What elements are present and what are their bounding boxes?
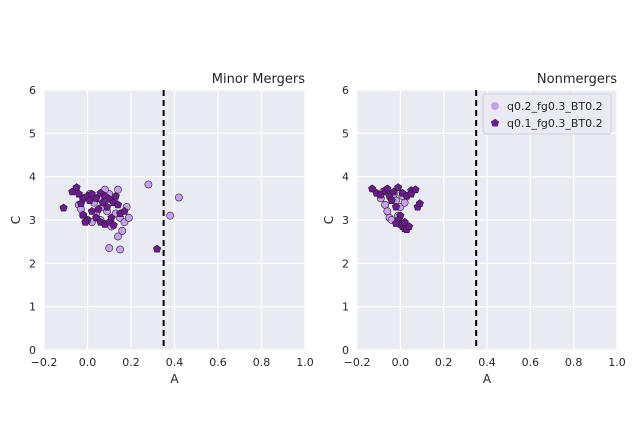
data-point xyxy=(144,180,153,189)
series-1 xyxy=(368,183,424,233)
legend-label: q0.1_fg0.3_BT0.2 xyxy=(507,117,603,130)
data-point xyxy=(111,191,120,200)
panel-nonmergers: −0.2 0.0 0.2 0.4 0.6 0.8 1.0 0 1 2 3 4 5 6 Nonmergers A… xyxy=(322,72,626,386)
x-tick-label: −0.2 xyxy=(31,356,58,369)
x-tick-label: 1.0 xyxy=(608,356,626,369)
data-point xyxy=(415,199,424,207)
x-tick-label: 0.0 xyxy=(392,356,410,369)
data-point xyxy=(391,202,401,211)
y-tick-label: 3 xyxy=(342,214,349,227)
panel-minor-mergers: −0.2 0.0 0.2 0.4 0.6 0.8 1.0 0 1 2 3 4 5 6 Minor Merge… xyxy=(9,72,314,386)
data-point xyxy=(114,185,122,194)
data-point xyxy=(107,213,116,222)
data-point xyxy=(391,219,401,227)
data-point xyxy=(400,217,409,226)
y-axis-label: C xyxy=(9,216,23,224)
data-point xyxy=(407,189,416,198)
x-tick-label: −0.2 xyxy=(344,356,371,369)
legend: q0.2_fg0.3_BT0.2 q0.1_fg0.3_BT0.2 xyxy=(482,93,612,135)
x-tick-label: 0.8 xyxy=(253,356,271,369)
data-point xyxy=(120,207,129,215)
y-axis-label: C xyxy=(322,216,336,224)
y-tick-label: 0 xyxy=(29,344,36,357)
y-tick-label: 4 xyxy=(29,171,36,184)
x-tick-label: 0.6 xyxy=(522,356,540,369)
data-point xyxy=(166,211,175,220)
data-point xyxy=(124,213,133,222)
x-tick-label: 0.0 xyxy=(79,356,97,369)
legend-box xyxy=(482,93,612,135)
data-point xyxy=(153,244,162,253)
data-point xyxy=(383,207,392,216)
data-point xyxy=(174,193,183,202)
data-point xyxy=(72,183,81,191)
data-point xyxy=(116,245,125,254)
x-axis-label: A xyxy=(483,372,492,386)
data-point xyxy=(98,198,107,207)
x-tick-label: 0.2 xyxy=(122,356,140,369)
y-tick-label: 5 xyxy=(29,127,36,140)
x-tick-label: 0.4 xyxy=(166,356,184,369)
y-tick-label: 1 xyxy=(342,301,349,314)
x-axis-label: A xyxy=(170,372,179,386)
legend-marker xyxy=(491,102,499,110)
y-tick-label: 2 xyxy=(29,257,36,270)
data-point xyxy=(74,189,83,198)
panel-title: Minor Mergers xyxy=(212,72,305,87)
data-point xyxy=(81,217,90,226)
x-tick-label: 0.2 xyxy=(435,356,453,369)
data-point xyxy=(387,196,396,204)
data-point xyxy=(105,244,114,253)
data-point xyxy=(113,200,123,209)
data-point xyxy=(411,185,420,194)
data-point xyxy=(383,184,392,193)
y-tick-label: 2 xyxy=(342,257,349,270)
y-tick-label: 3 xyxy=(29,214,36,227)
y-tick-label: 0 xyxy=(342,344,349,357)
x-tick-label: 0.8 xyxy=(565,356,583,369)
data-point xyxy=(76,199,86,207)
panel-title: Nonmergers xyxy=(537,72,617,87)
y-tick-label: 5 xyxy=(342,127,349,140)
data-point xyxy=(92,213,101,222)
data-point xyxy=(79,210,88,219)
x-tick-label: 1.0 xyxy=(296,356,314,369)
data-point xyxy=(368,184,377,193)
data-point xyxy=(400,198,409,207)
y-tick-label: 6 xyxy=(29,84,36,97)
x-tick-label: 0.6 xyxy=(209,356,227,369)
data-point xyxy=(394,183,403,191)
data-point xyxy=(118,226,127,235)
data-point xyxy=(87,189,96,198)
y-tick-label: 1 xyxy=(29,301,36,314)
data-point xyxy=(114,232,122,241)
data-point xyxy=(381,200,390,209)
y-tick-label: 6 xyxy=(342,84,349,97)
x-tick-label: 0.4 xyxy=(478,356,496,369)
data-point xyxy=(94,204,103,213)
legend-label: q0.2_fg0.3_BT0.2 xyxy=(507,100,603,113)
data-point xyxy=(109,220,118,229)
data-point xyxy=(59,203,68,212)
series-1 xyxy=(59,183,162,253)
y-tick-label: 4 xyxy=(342,171,349,184)
legend-marker xyxy=(490,118,500,127)
